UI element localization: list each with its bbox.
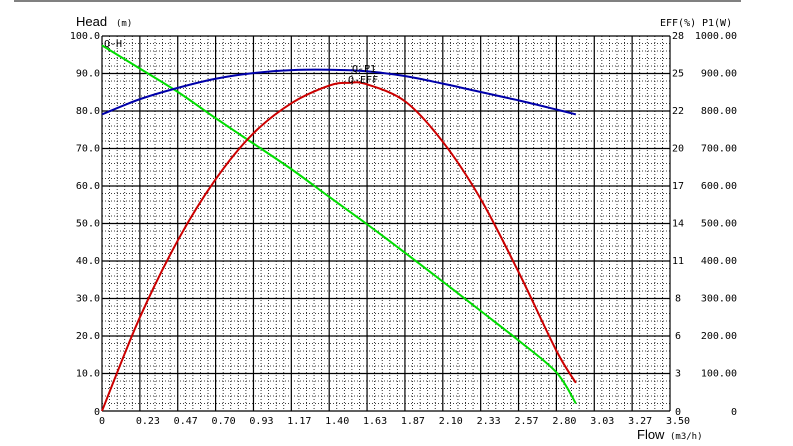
series-tag-q-h: Q-H (104, 39, 122, 50)
p1-tick-label: 100.00 (701, 369, 737, 380)
eff-tick-label: 3 (675, 369, 681, 380)
series-q-p1-line (101, 68, 577, 116)
x-tick-label: 0.47 (174, 416, 198, 427)
x-axis-unit: (m3/h) (670, 432, 703, 442)
p1-tick-label: 400.00 (701, 256, 737, 267)
eff-axis-header: EFF(%) (660, 18, 696, 29)
x-tick-label: 3.50 (666, 416, 690, 427)
y-axis-unit: (m) (116, 19, 132, 29)
p1-tick-label: 300.00 (701, 294, 737, 305)
y-left-tick-label: 30.0 (76, 294, 100, 305)
y-left-tick-label: 0 (94, 407, 100, 418)
eff-tick-label: 11 (672, 256, 684, 267)
axis-labels: Head (m) EFF(%) P1(W) Flow (m3/h) Q-H Q-… (76, 14, 732, 442)
series-tag-q-eff: Q-EFF (348, 75, 378, 86)
p1-tick-label: 0 (731, 407, 737, 418)
x-tick-label: 0.70 (212, 416, 236, 427)
y-left-tick-label: 90.0 (76, 69, 100, 80)
x-tick-label: 1.40 (325, 416, 349, 427)
minor-grid (102, 36, 670, 411)
p1-tick-label: 700.00 (701, 144, 737, 155)
eff-tick-label: 20 (672, 144, 684, 155)
y-left-tick-label: 70.0 (76, 144, 100, 155)
eff-tick-label: 14 (672, 219, 684, 230)
eff-tick-label: 22 (672, 106, 684, 117)
p1-tick-label: 600.00 (701, 181, 737, 192)
y-left-tick-label: 80.0 (76, 106, 100, 117)
y-left-tick-label: 40.0 (76, 256, 100, 267)
series-q-h-line (101, 44, 577, 405)
eff-tick-label: 6 (675, 331, 681, 342)
x-tick-label: 1.17 (287, 416, 311, 427)
p1-axis-header: P1(W) (702, 18, 732, 29)
y-axis-title: Head (76, 14, 107, 29)
y-left-tick-label: 10.0 (76, 369, 100, 380)
series-layer (101, 44, 577, 412)
eff-tick-label: 25 (672, 69, 684, 80)
y-left-tick-label: 20.0 (76, 331, 100, 342)
y-left-tick-label: 60.0 (76, 181, 100, 192)
x-tick-label: 2.57 (514, 416, 538, 427)
x-tick-label: 3.03 (590, 416, 614, 427)
x-tick-label: 0 (99, 416, 105, 427)
p1-tick-label: 900.00 (701, 69, 737, 80)
p1-tick-label: 1000.00 (695, 31, 737, 42)
x-tick-label: 3.27 (628, 416, 652, 427)
y-left-tick-label: 50.0 (76, 219, 100, 230)
major-grid (101, 35, 671, 412)
tick-labels: 0 0.23 0.47 0.70 0.93 1.17 1.40 1.63 1.87 2.10 2.3… (70, 31, 737, 427)
x-tick-label: 2.10 (439, 416, 463, 427)
x-tick-label: 2.80 (552, 416, 576, 427)
y-left-tick-label: 100.0 (70, 31, 100, 42)
p1-tick-label: 200.00 (701, 331, 737, 342)
p1-tick-label: 500.00 (701, 219, 737, 230)
x-tick-label: 1.87 (401, 416, 425, 427)
x-tick-label: 2.33 (477, 416, 501, 427)
eff-tick-label: 8 (675, 294, 681, 305)
eff-tick-label: 0 (675, 407, 681, 418)
p1-tick-label: 800.00 (701, 106, 737, 117)
eff-tick-label: 28 (672, 31, 684, 42)
x-tick-label: 0.23 (136, 416, 160, 427)
eff-tick-label: 17 (672, 181, 684, 192)
x-axis-title: Flow (637, 427, 665, 442)
series-tag-q-p1: Q-P1 (352, 64, 376, 75)
x-tick-label: 1.63 (363, 416, 387, 427)
series-q-eff-line (101, 81, 577, 412)
x-tick-label: 0.93 (249, 416, 273, 427)
